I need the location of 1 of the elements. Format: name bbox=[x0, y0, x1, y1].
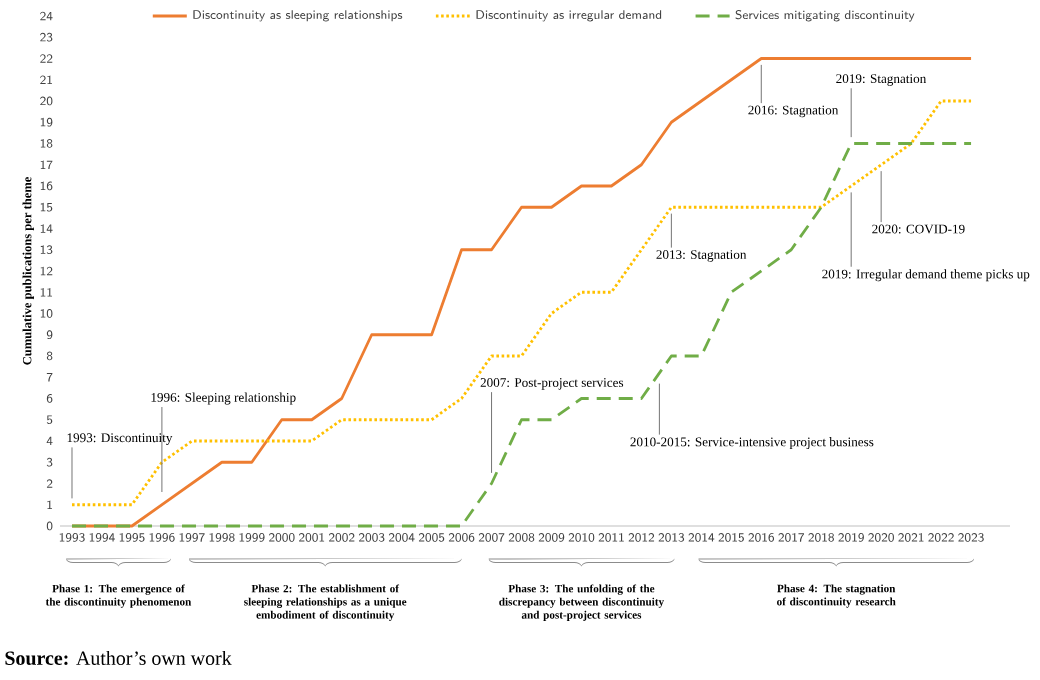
text: Source: Author’s own work bbox=[5, 650, 232, 666]
